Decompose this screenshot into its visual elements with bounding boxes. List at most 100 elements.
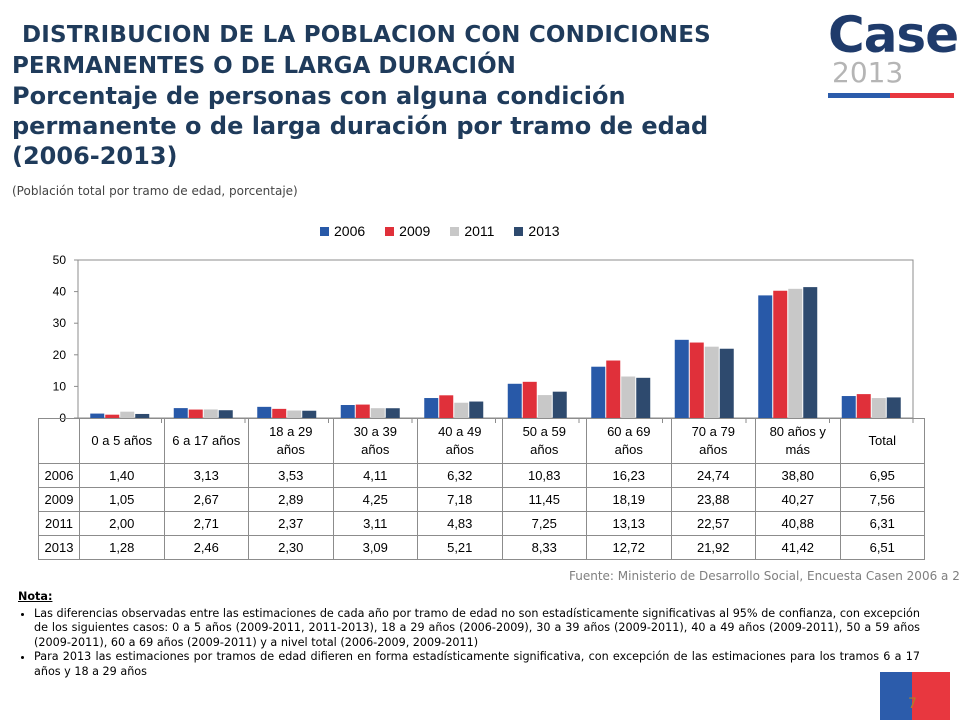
table-cell: 7,25 bbox=[501, 511, 587, 536]
bar-2013-4 bbox=[469, 401, 484, 418]
table-column-header: 80 años y más bbox=[755, 418, 841, 464]
page-number: 7 bbox=[908, 696, 917, 712]
legend-item-2006: 2006 bbox=[320, 222, 365, 240]
bar-2011-2 bbox=[287, 410, 302, 418]
table-column-header: 0 a 5 años bbox=[79, 418, 165, 464]
table-column-header: 60 a 69 años bbox=[586, 418, 672, 464]
chart-title-line3: (2006-2013) bbox=[12, 142, 178, 170]
table-cell: 6,31 bbox=[839, 511, 925, 536]
bar-2011-9 bbox=[871, 398, 886, 418]
table-row-label: 2013 bbox=[38, 535, 80, 560]
table-cell: 2,89 bbox=[248, 487, 334, 512]
header-title-line2: PERMANENTES O DE LARGA DURACIÓN bbox=[12, 53, 516, 79]
table-column-header: 40 a 49 años bbox=[417, 418, 503, 464]
table-cell: 1,40 bbox=[79, 463, 165, 488]
table-cell: 2,46 bbox=[163, 535, 249, 560]
page-box-blue bbox=[880, 672, 912, 720]
bar-2006-3 bbox=[340, 405, 355, 418]
bar-2011-8 bbox=[788, 288, 803, 418]
table-cell: 6,32 bbox=[417, 463, 503, 488]
y-tick-label: 10 bbox=[53, 379, 67, 393]
legend-item-2011: 2011 bbox=[450, 222, 494, 240]
table-cell: 2,71 bbox=[163, 511, 249, 536]
table-row: 2013 1,28 2,46 2,30 3,09 5,21 8,33 12,72 21,92 41… bbox=[38, 535, 925, 560]
page-box-red bbox=[912, 672, 950, 720]
table-cell: 38,80 bbox=[755, 463, 841, 488]
legend-item-2009: 2009 bbox=[385, 222, 430, 240]
notes-title: Nota: bbox=[18, 590, 53, 603]
table-row-label: 2009 bbox=[38, 487, 80, 512]
table-column-header: 50 a 59 años bbox=[501, 418, 587, 464]
table-row: 2009 1,05 2,67 2,89 4,25 7,18 11,45 18,19 23,88 4… bbox=[38, 487, 925, 512]
bar-2013-3 bbox=[385, 408, 400, 418]
bar-2006-9 bbox=[841, 396, 856, 418]
table-cell: 11,45 bbox=[501, 487, 587, 512]
table-row: 2011 2,00 2,71 2,37 3,11 4,83 7,25 13,13 22,57 40… bbox=[38, 511, 925, 536]
legend-swatch bbox=[450, 226, 460, 236]
legend-swatch bbox=[385, 226, 395, 236]
legend-label: 2013 bbox=[528, 223, 560, 239]
table-column-header: 6 a 17 años bbox=[163, 418, 249, 464]
data-table: 0 a 5 años 6 a 17 años 18 a 29 años 30 a 39 a… bbox=[38, 418, 925, 560]
bar-2013-9 bbox=[886, 397, 901, 418]
table-cell: 8,33 bbox=[501, 535, 587, 560]
table-column-header: 30 a 39 años bbox=[332, 418, 418, 464]
table-header-row: 0 a 5 años 6 a 17 años 18 a 29 años 30 a 39 a… bbox=[38, 418, 925, 464]
table-cell: 3,53 bbox=[248, 463, 334, 488]
table-cell: 3,11 bbox=[332, 511, 418, 536]
table-cell: 6,95 bbox=[839, 463, 925, 488]
bar-2013-5 bbox=[552, 391, 567, 418]
table-cell: 22,57 bbox=[670, 511, 756, 536]
table-cell: 2,00 bbox=[79, 511, 165, 536]
bar-2009-1 bbox=[188, 409, 203, 418]
table-cell: 40,27 bbox=[755, 487, 841, 512]
table-cell: 4,11 bbox=[332, 463, 418, 488]
table-cell: 6,51 bbox=[839, 535, 925, 560]
table-column-header: 18 a 29 años bbox=[248, 418, 334, 464]
legend-label: 2006 bbox=[334, 223, 366, 239]
table-cell: 7,18 bbox=[417, 487, 503, 512]
legend-item-2013: 2013 bbox=[514, 222, 560, 240]
notes-section: Nota: Las diferencias observadas entre l… bbox=[18, 590, 920, 680]
table-corner-cell bbox=[38, 418, 80, 464]
table-cell: 24,74 bbox=[670, 463, 756, 488]
bar-2011-1 bbox=[203, 409, 218, 418]
y-tick-label: 20 bbox=[53, 348, 67, 362]
bar-2009-8 bbox=[773, 290, 788, 418]
legend-swatch bbox=[514, 226, 524, 236]
note-item: Para 2013 las estimaciones por tramos de… bbox=[34, 650, 920, 679]
table-row: 2006 1,40 3,13 3,53 4,11 6,32 10,83 16,23 24,74 3… bbox=[38, 463, 925, 488]
table-cell: 2,30 bbox=[248, 535, 334, 560]
bar-2009-6 bbox=[606, 360, 621, 418]
bar-2009-0 bbox=[105, 414, 120, 418]
legend-swatch bbox=[320, 226, 329, 236]
bar-2013-0 bbox=[135, 413, 150, 418]
bar-2013-7 bbox=[719, 348, 734, 418]
bar-2013-8 bbox=[803, 287, 818, 418]
legend-label: 2011 bbox=[464, 223, 495, 239]
bar-2006-4 bbox=[424, 398, 439, 418]
table-cell: 3,09 bbox=[332, 535, 418, 560]
logo-word: Casen bbox=[828, 6, 960, 64]
table-cell: 1,05 bbox=[79, 487, 165, 512]
table-cell: 5,21 bbox=[417, 535, 503, 560]
source-note: Fuente: Ministerio de Desarrollo Social,… bbox=[569, 569, 960, 583]
y-tick-label: 40 bbox=[53, 285, 67, 299]
table-cell: 13,13 bbox=[586, 511, 672, 536]
bar-2011-5 bbox=[537, 395, 552, 418]
logo-bar-blue bbox=[828, 93, 890, 98]
bar-2006-2 bbox=[257, 406, 272, 418]
chart-subtitle: (Población total por tramo de edad, porc… bbox=[12, 184, 298, 198]
bar-2006-6 bbox=[591, 366, 606, 418]
bar-2011-3 bbox=[370, 408, 385, 418]
table-cell: 21,92 bbox=[670, 535, 756, 560]
bar-2013-1 bbox=[218, 410, 233, 418]
bar-2013-6 bbox=[636, 377, 651, 418]
bar-2011-0 bbox=[120, 411, 135, 418]
bar-2011-7 bbox=[704, 346, 719, 418]
page-number-box: 7 bbox=[880, 672, 950, 720]
y-tick-label: 50 bbox=[53, 253, 67, 267]
table-cell: 3,13 bbox=[163, 463, 249, 488]
bar-2006-8 bbox=[758, 295, 773, 418]
bar-2009-2 bbox=[272, 408, 287, 418]
